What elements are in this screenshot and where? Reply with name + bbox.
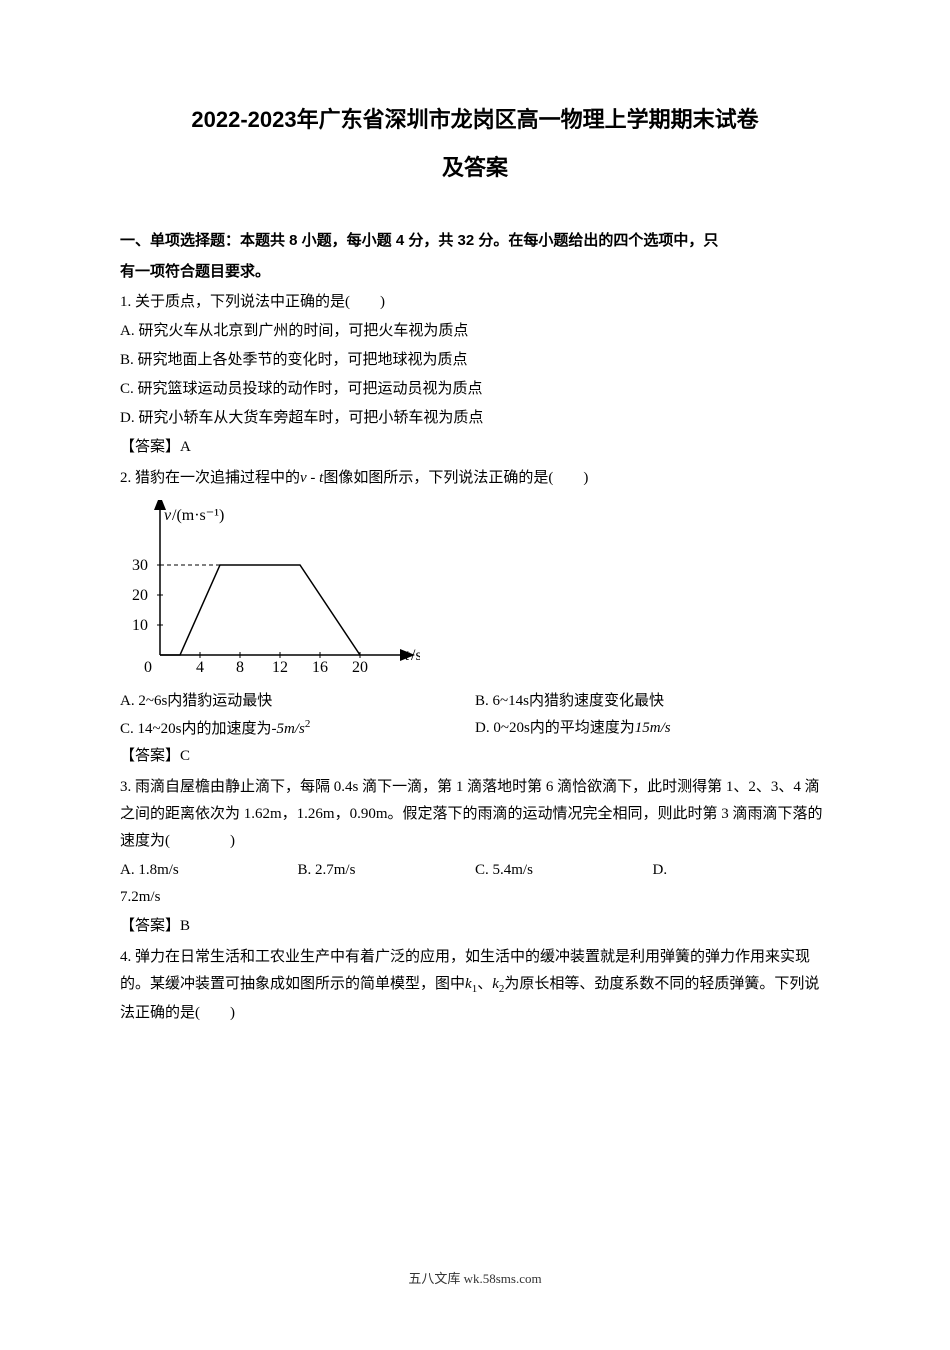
x-axis-label: t <box>405 647 410 664</box>
q2-option-a: A. 2~6s内猎豹运动最快 <box>120 688 475 715</box>
q2-optd-val: 15m/s <box>635 720 671 736</box>
q3-optd-text: D. <box>653 862 668 878</box>
section-1-header-line2: 有一项符合题目要求。 <box>120 258 830 285</box>
q3-option-b: B. 2.7m/s <box>298 857 476 884</box>
q4-k1: k <box>465 976 472 992</box>
q2-option-d: D. 0~20s内的平均速度为15m/s <box>475 715 830 743</box>
q3-option-d-line2: 7.2m/s <box>120 884 830 911</box>
section-1-header-line1: 一、单项选择题：本题共 8 小题，每小题 4 分，共 32 分。在每小题给出的四… <box>120 227 830 254</box>
q2-optc-val: -5m/s <box>271 721 304 737</box>
q1-option-c: C. 研究篮球运动员投球的动作时，可把运动员视为质点 <box>120 376 830 403</box>
q3-options-row: A. 1.8m/s B. 2.7m/s C. 5.4m/s D. <box>120 857 830 884</box>
q1-option-b: B. 研究地面上各处季节的变化时，可把地球视为质点 <box>120 347 830 374</box>
q2-text-mid: 图像如图所示，下列说法正确的是( ) <box>323 470 588 486</box>
q3-option-c: C. 5.4m/s <box>475 857 653 884</box>
y-tick-30: 30 <box>132 557 148 574</box>
x-tick-8: 8 <box>236 659 244 676</box>
q2-options-row2: C. 14~20s内的加速度为-5m/s2 D. 0~20s内的平均速度为15m… <box>120 715 830 743</box>
q2-optd-pre: D. 0~20s内的平均速度为 <box>475 720 635 736</box>
q2-text: 2. 猎豹在一次追捕过程中的v - t图像如图所示，下列说法正确的是( ) <box>120 465 830 492</box>
q3-option-d: D. <box>653 857 831 884</box>
x-tick-16: 16 <box>312 659 328 676</box>
q3-answer: 【答案】B <box>120 913 830 940</box>
q2-optc-sup: 2 <box>305 718 311 730</box>
q3-optc-text: C. 5.4m/s <box>475 862 533 878</box>
footer: 五八文库 wk.58sms.com <box>120 1267 830 1290</box>
q3-opta-text: A. 1.8m/s <box>120 862 179 878</box>
velocity-time-chart: v /(m·s⁻¹) t /s 10 20 30 0 4 8 12 16 20 <box>120 500 420 680</box>
q1-option-d: D. 研究小轿车从大货车旁超车时，可把小轿车视为质点 <box>120 405 830 432</box>
y-axis-unit: /(m·s⁻¹) <box>172 507 224 524</box>
exam-title-line1: 2022-2023年广东省深圳市龙岗区高一物理上学期期末试卷 <box>120 100 830 140</box>
y-axis-label: v <box>164 507 172 524</box>
q2-optc-pre: C. 14~20s内的加速度为 <box>120 721 271 737</box>
q2-option-c: C. 14~20s内的加速度为-5m/s2 <box>120 715 475 743</box>
data-line <box>160 565 360 655</box>
x-tick-20: 20 <box>352 659 368 676</box>
q1-option-a: A. 研究火车从北京到广州的时间，可把火车视为质点 <box>120 318 830 345</box>
x-axis-unit: /s <box>411 647 420 664</box>
x-tick-12: 12 <box>272 659 288 676</box>
q3-optb-text: B. 2.7m/s <box>298 862 356 878</box>
q4-text-mid1: 、 <box>477 976 492 992</box>
q2-vt-symbol: v - t <box>300 470 323 486</box>
q2-text-pre: 2. 猎豹在一次追捕过程中的 <box>120 470 300 486</box>
y-tick-20: 20 <box>132 587 148 604</box>
q3-option-a: A. 1.8m/s <box>120 857 298 884</box>
q2-answer: 【答案】C <box>120 743 830 770</box>
q4-k2: k <box>492 976 499 992</box>
q3-text: 3. 雨滴自屋檐由静止滴下，每隔 0.4s 滴下一滴，第 1 滴落地时第 6 滴… <box>120 774 830 855</box>
q2-options-row1: A. 2~6s内猎豹运动最快 B. 6~14s内猎豹速度变化最快 <box>120 688 830 715</box>
q2-option-b: B. 6~14s内猎豹速度变化最快 <box>475 688 830 715</box>
y-tick-10: 10 <box>132 617 148 634</box>
exam-title-line2: 及答案 <box>120 148 830 188</box>
q1-answer: 【答案】A <box>120 434 830 461</box>
q1-text: 1. 关于质点，下列说法中正确的是( ) <box>120 289 830 316</box>
q2-chart: v /(m·s⁻¹) t /s 10 20 30 0 4 8 12 16 20 <box>120 500 830 680</box>
x-tick-4: 4 <box>196 659 204 676</box>
origin-label: 0 <box>144 659 152 676</box>
q4-text: 4. 弹力在日常生活和工农业生产中有着广泛的应用，如生活中的缓冲装置就是利用弹簧… <box>120 944 830 1027</box>
